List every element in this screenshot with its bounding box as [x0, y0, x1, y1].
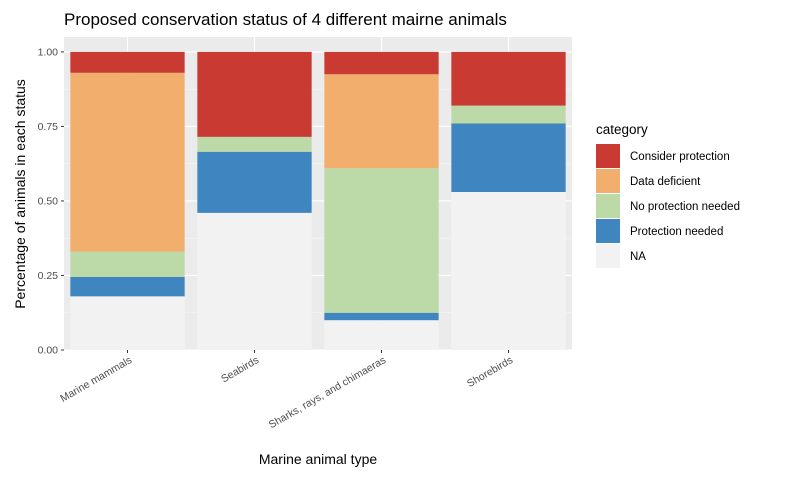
bar-segment-protection-needed	[70, 276, 185, 297]
legend-key-protection-needed	[596, 219, 620, 243]
legend-label-consider-protection: Consider protection	[630, 151, 730, 163]
y-axis-title: Percentage of animals in each status	[12, 79, 28, 309]
y-tick-label: 0.75	[38, 121, 59, 133]
y-tick-label: 0.25	[38, 270, 59, 282]
bar-segment-consider-protection	[324, 51, 439, 75]
bar-segment-consider-protection	[451, 51, 566, 106]
bar-segment-consider-protection	[70, 51, 185, 73]
y-tick-label: 0.00	[38, 345, 59, 357]
legend-title: category	[596, 122, 648, 137]
x-axis: Marine mammals Seabirds Sharks, rays, and …	[58, 350, 515, 431]
bar-segment-consider-protection	[197, 51, 312, 137]
bar-segment-no-protection-needed	[197, 136, 312, 152]
bar-segment-na	[451, 192, 566, 350]
bar-segment-data-deficient	[70, 72, 185, 252]
y-tick-label: 1.00	[38, 46, 59, 58]
bar-segment-na	[324, 320, 439, 350]
legend-key-na	[596, 244, 620, 268]
bars	[70, 51, 566, 350]
bar-segment-na	[70, 296, 185, 350]
bar-segment-na	[197, 212, 312, 350]
x-axis-title: Marine animal type	[259, 451, 377, 467]
legend-label-data-deficient: Data deficient	[630, 176, 701, 188]
legend-key-consider-protection	[596, 144, 620, 168]
y-tick-label: 0.50	[38, 195, 59, 207]
legend: category Consider protection Data deficie…	[596, 122, 740, 268]
legend-label-no-protection-needed: No protection needed	[630, 201, 740, 213]
x-tick-label: Shorebirds	[465, 354, 515, 390]
y-axis: 0.00 0.25 0.50 0.75 1.00	[38, 46, 64, 357]
legend-label-protection-needed: Protection needed	[630, 226, 723, 238]
bar-segment-no-protection-needed	[451, 105, 566, 124]
bar-segment-protection-needed	[324, 312, 439, 321]
bar-segment-protection-needed	[197, 151, 312, 213]
bar-segment-no-protection-needed	[70, 251, 185, 277]
bar-segment-protection-needed	[451, 123, 566, 193]
x-tick-label: Sharks, rays, and chimaeras	[267, 354, 388, 431]
x-tick-label: Marine mammals	[58, 354, 134, 405]
bar-segment-data-deficient	[324, 74, 439, 169]
x-tick-label: Seabirds	[219, 354, 261, 385]
legend-key-no-protection-needed	[596, 194, 620, 218]
legend-key-data-deficient	[596, 169, 620, 193]
legend-label-na: NA	[630, 251, 646, 263]
bar-segment-no-protection-needed	[324, 168, 439, 313]
chart-title: Proposed conservation status of 4 differ…	[64, 10, 507, 29]
